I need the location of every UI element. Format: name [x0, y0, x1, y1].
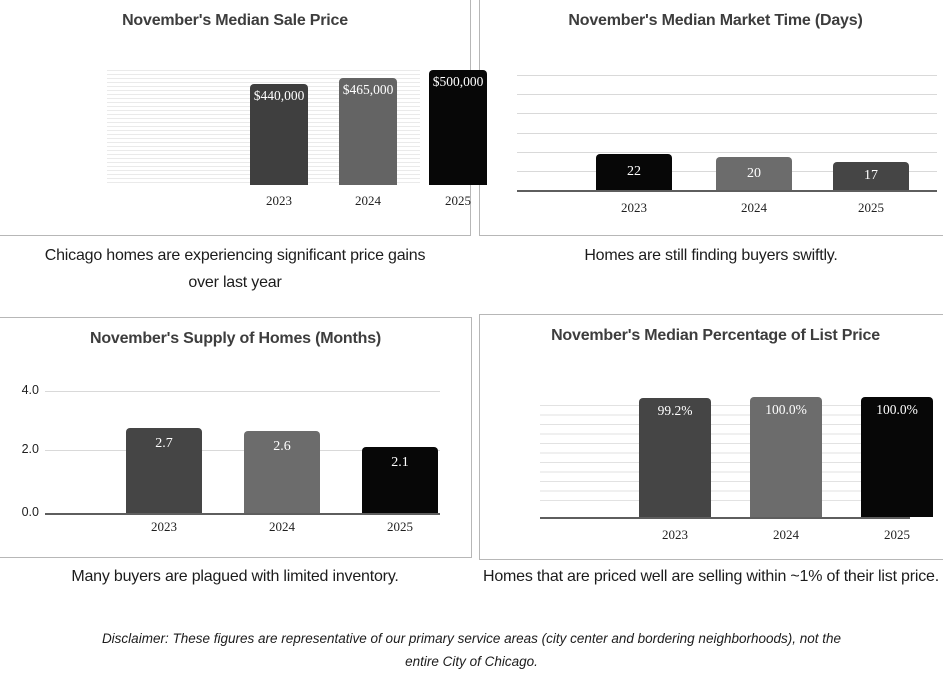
y-axis-tick-label: 0.0	[21, 505, 39, 519]
bar-value-label: 20	[747, 165, 761, 181]
bar-2023: 99.2%	[639, 398, 711, 517]
plot-area: $440,000 2023 $465,000 2024 $500,000 2025	[107, 70, 487, 208]
x-axis-tick-label: 2025	[884, 527, 910, 542]
gridline	[517, 152, 937, 153]
x-axis-tick-label: 2023	[662, 527, 688, 542]
bar-2024: $465,000	[339, 78, 397, 185]
chart-card-supply-of-homes: November's Supply of Homes (Months) 4.0 2…	[0, 317, 472, 558]
disclaimer-text: Disclaimer: These figures are representa…	[101, 631, 842, 669]
gridline	[45, 450, 440, 451]
x-axis-tick-label: 2025	[858, 200, 884, 215]
bar-2024: 100.0%	[750, 397, 822, 517]
x-axis-tick-label: 2023	[151, 519, 177, 534]
x-axis-tick-label: 2025	[387, 519, 413, 534]
gridline	[517, 133, 937, 134]
bar-value-label: 17	[864, 168, 878, 183]
gridline	[517, 94, 937, 95]
y-axis-tick-label: 2.0	[21, 442, 39, 456]
chart-title: November's Supply of Homes (Months)	[89, 330, 382, 347]
bar-2025: $500,000	[429, 70, 487, 185]
gridlines	[540, 405, 910, 509]
chart-title: November's Median Market Time (Days)	[568, 12, 863, 29]
bar-2023: 22	[596, 154, 672, 190]
bar-value-label: 2.6	[273, 439, 291, 454]
x-axis-tick-label: 2024	[269, 519, 295, 534]
bar-2023: $440,000	[250, 84, 308, 185]
caption-market-time: Homes are still finding buyers swiftly.	[584, 247, 838, 264]
plot-area: 99.2% 2023 100.0% 2024 100.0% 2025	[540, 397, 933, 542]
bar-2024: 20	[716, 157, 792, 190]
gridline	[517, 113, 937, 114]
x-axis-tick-label: 2023	[266, 193, 292, 208]
chart-title: November's Median Sale Price	[122, 12, 348, 29]
chart-title: November's Median Percentage of List Pri…	[551, 327, 880, 344]
x-axis-tick-label: 2024	[741, 200, 767, 215]
x-axis-tick-label: 2023	[621, 200, 647, 215]
bar-2025: 17	[833, 162, 909, 190]
chart-card-median-sale-price: November's Median Sale Price $440,000 202…	[0, 0, 487, 236]
gridline	[517, 75, 937, 76]
caption-sale-price: Chicago homes are experiencing significa…	[44, 247, 426, 291]
bar-value-label: 100.0%	[765, 402, 807, 417]
bar-value-label: $500,000	[432, 74, 484, 89]
bar-2025: 100.0%	[861, 397, 933, 517]
x-axis-tick-label: 2024	[773, 527, 799, 542]
bar-value-label: 99.2%	[657, 403, 693, 418]
caption-supply: Many buyers are plagued with limited inv…	[71, 568, 399, 585]
plot-area: 4.0 2.0 0.0 2.7 2023 2.6 2024 2.1 2025	[22, 383, 440, 534]
plot-area: 22 2023 20 2024 17 2025	[517, 75, 937, 215]
gridline	[45, 391, 440, 392]
chart-card-median-market-time: November's Median Market Time (Days) 22 2…	[479, 0, 943, 236]
bar-2025: 2.1	[362, 447, 438, 513]
bar-value-label: 22	[627, 164, 641, 179]
bar-value-label: 100.0%	[876, 402, 918, 417]
bar-value-label: $465,000	[342, 82, 394, 97]
bar-2023: 2.7	[126, 428, 202, 513]
bar-2024: 2.6	[244, 431, 320, 513]
y-axis-tick-label: 4.0	[21, 383, 39, 397]
x-axis-tick-label: 2024	[355, 193, 381, 208]
caption-list-price: Homes that are priced well are selling w…	[483, 568, 939, 585]
chart-card-percentage-of-list-price: November's Median Percentage of List Pri…	[479, 314, 943, 560]
x-axis-tick-label: 2025	[445, 193, 471, 208]
bar-value-label: 2.1	[391, 455, 409, 470]
bar-value-label: 2.7	[155, 436, 173, 451]
bar-value-label: $440,000	[253, 88, 305, 103]
